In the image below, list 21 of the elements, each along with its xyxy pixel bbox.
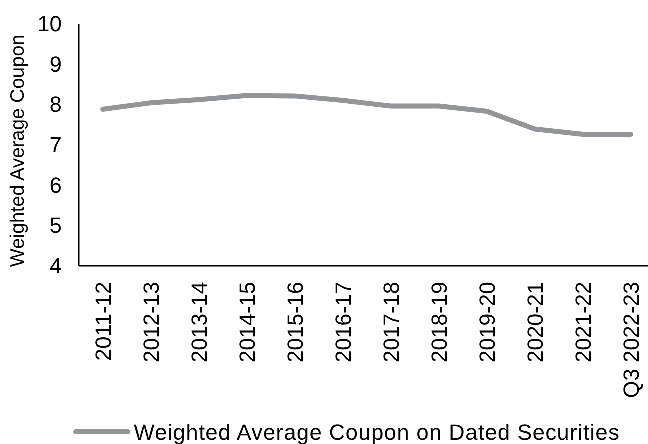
x-tick-label: 2020-21 (522, 282, 548, 363)
x-tick-label: 2014-15 (234, 282, 260, 363)
y-tick-label: 10 (38, 12, 62, 36)
x-tick-label: 2012-13 (138, 282, 164, 363)
y-tick-label: 8 (50, 92, 62, 118)
x-tick-label: 2018-19 (426, 282, 452, 363)
x-tick-label: 2013-14 (186, 282, 212, 363)
x-tick-label: Q3 2022-23 (618, 282, 644, 398)
x-tick-label: 2019-20 (474, 282, 500, 363)
y-tick-label: 9 (50, 52, 62, 77)
legend-label: Weighted Average Coupon on Dated Securities (134, 420, 620, 444)
x-tick-label: 2011-12 (90, 282, 116, 362)
y-axis-title: Weighted Average Coupon (7, 34, 29, 268)
x-tick-label: 2016-17 (330, 282, 356, 363)
y-tick-label: 5 (50, 213, 62, 238)
y-tick-label: 6 (50, 172, 62, 198)
x-tick-label: 2021-22 (570, 282, 596, 363)
y-tick-label: 7 (50, 132, 62, 158)
y-tick-label: 4 (50, 254, 62, 278)
x-tick-label: 2015-16 (282, 282, 308, 363)
x-tick-label: 2017-18 (378, 282, 404, 363)
